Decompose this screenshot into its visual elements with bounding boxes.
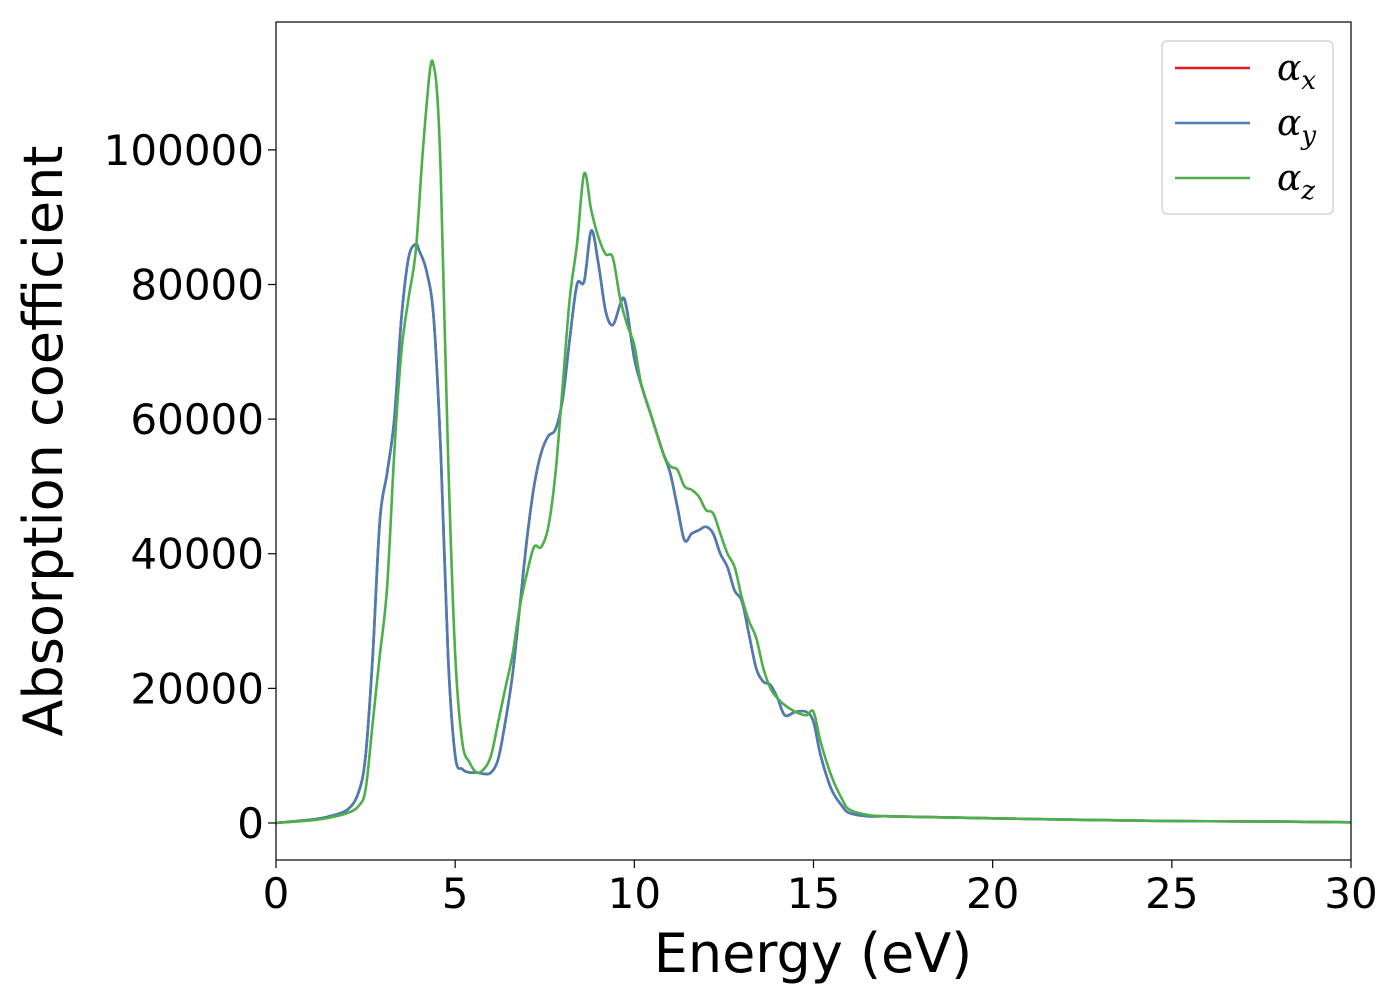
- x-tick-label: 30: [1324, 869, 1377, 918]
- x-tick-label: 25: [1145, 869, 1198, 918]
- x-axis-title: Energy (eV): [654, 922, 973, 985]
- x-tick-label: 5: [442, 869, 469, 918]
- plot-area: [275, 59, 1352, 825]
- legend-box: [1161, 40, 1334, 215]
- series-line-z: [275, 59, 1352, 825]
- series-line-y: [275, 229, 1352, 825]
- y-tick-label: 0: [237, 799, 264, 848]
- x-tick-label: 0: [263, 869, 290, 918]
- y-tick-label: 80000: [130, 261, 264, 310]
- y-tick-label: 20000: [130, 664, 264, 713]
- y-axis-title: Absorption coefficient: [12, 146, 75, 737]
- y-tick-label: 100000: [104, 126, 264, 175]
- x-tick-label: 20: [966, 869, 1019, 918]
- x-tick-label: 10: [608, 869, 661, 918]
- plot-frame: [275, 21, 1352, 861]
- y-tick-label: 40000: [130, 530, 264, 579]
- y-tick-label: 60000: [130, 395, 264, 444]
- axis-ticks: 0 5 10 15 20 25 30 0 20000 40000 60000 80000 100000: [104, 126, 1378, 918]
- x-tick-label: 15: [787, 869, 840, 918]
